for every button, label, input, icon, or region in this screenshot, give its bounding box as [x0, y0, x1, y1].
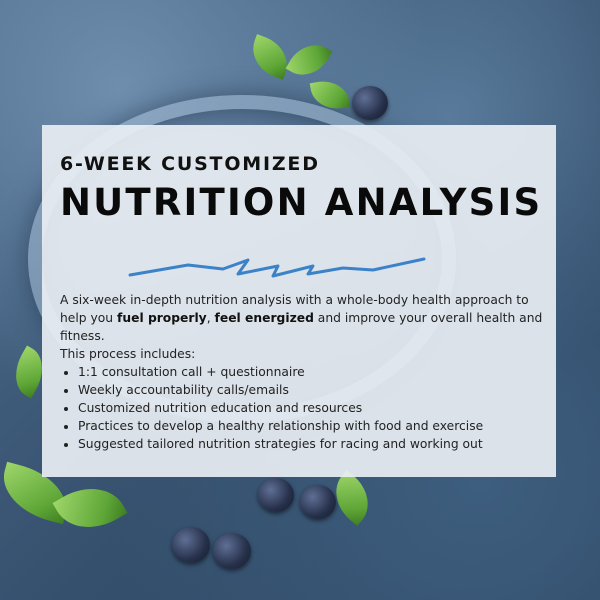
card-subtitle: 6-WEEK CUSTOMIZED: [60, 153, 320, 175]
description-part2: and improve your overall health and fitn…: [60, 311, 543, 343]
description-part1: A six-week in-depth nutrition analysis w…: [60, 293, 529, 325]
description-block: A six-week in-depth nutrition analysis w…: [60, 291, 546, 453]
process-item: 1:1 consultation call + questionnaire: [78, 363, 546, 381]
process-item: Weekly accountability calls/emails: [78, 381, 546, 399]
highlight-feel-energized: feel energized: [214, 311, 314, 325]
blueberry: [300, 485, 336, 519]
description-separator: ,: [206, 311, 215, 325]
process-list: 1:1 consultation call + questionnaire We…: [60, 363, 546, 453]
description-paragraph: A six-week in-depth nutrition analysis w…: [60, 291, 546, 345]
wave-divider: [128, 257, 426, 278]
blueberry: [172, 527, 210, 563]
info-card: 6-WEEK CUSTOMIZED NUTRITION ANALYSIS A s…: [42, 125, 556, 477]
blueberry: [258, 478, 294, 512]
highlight-fuel-properly: fuel properly: [117, 311, 207, 325]
process-item: Practices to develop a healthy relations…: [78, 417, 546, 435]
blueberry: [213, 533, 251, 569]
process-intro: This process includes:: [60, 347, 196, 361]
card-title: NUTRITION ANALYSIS: [60, 181, 543, 224]
blueberry: [352, 86, 388, 120]
process-item: Suggested tailored nutrition strategies …: [78, 435, 546, 453]
process-item: Customized nutrition education and resou…: [78, 399, 546, 417]
